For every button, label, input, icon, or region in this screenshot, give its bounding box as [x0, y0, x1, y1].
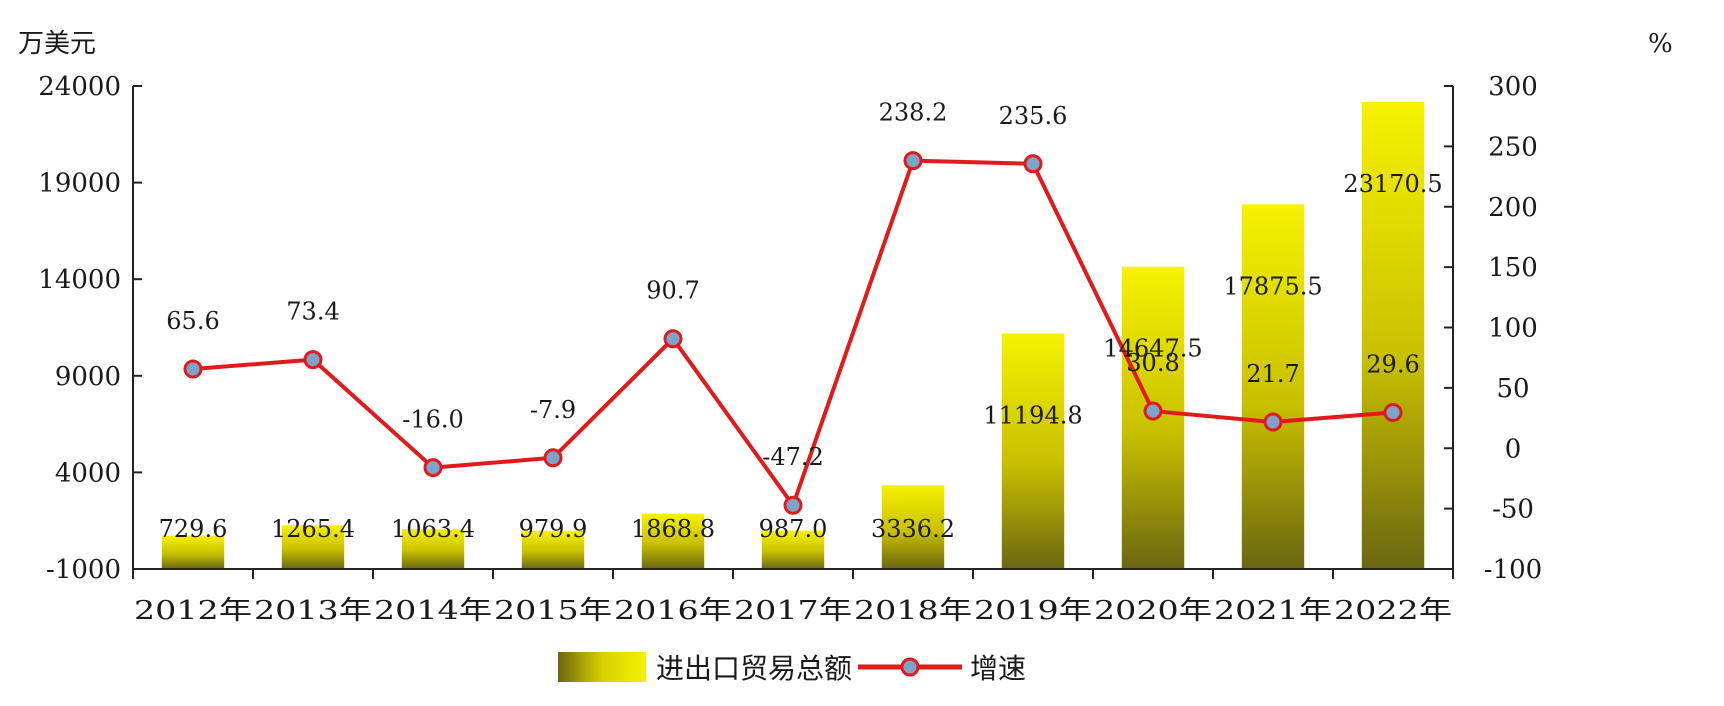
growth-value-label: 73.4	[286, 298, 339, 326]
growth-value-label: 21.7	[1246, 360, 1299, 388]
left-tick-label: 4000	[55, 458, 121, 488]
right-tick-label: 300	[1488, 72, 1538, 102]
bar-2013年	[281, 525, 345, 569]
bar-2015年	[521, 530, 585, 569]
growth-value-label: 90.7	[646, 277, 699, 305]
bar-value-label: 1265.4	[271, 515, 355, 543]
growth-value-label: 235.6	[999, 102, 1068, 130]
growth-value-label: 30.8	[1126, 349, 1179, 377]
x-tick-label: 2016年	[614, 596, 732, 626]
bar-value-label: 979.9	[519, 515, 588, 543]
right-tick-label: 50	[1496, 374, 1529, 404]
x-tick-label: 2013年	[254, 596, 372, 626]
legend-line-label: 增速	[970, 652, 1026, 685]
x-tick-label: 2018年	[854, 596, 972, 626]
line-series	[183, 151, 1403, 515]
right-tick-label: 150	[1488, 253, 1538, 283]
growth-point-2022年	[1383, 403, 1403, 423]
bar-value-label: 1063.4	[391, 515, 475, 543]
x-tick-label: 2019年	[974, 596, 1092, 626]
right-axis-ticks: 300 250 200 150 100 50 0 -50 -100	[1444, 72, 1542, 585]
growth-point-2020年	[1143, 401, 1163, 421]
growth-point-2013年	[303, 350, 323, 370]
left-tick-label: 24000	[38, 72, 121, 102]
bar-value-label: 11194.8	[983, 401, 1082, 429]
x-tick-label: 2015年	[494, 596, 612, 626]
x-tick-label: 2014年	[374, 596, 492, 626]
growth-value-label: 29.6	[1366, 351, 1419, 379]
line-data-labels: 65.6 73.4 -16.0 -7.9 90.7 -47.2 238.2 235.6 30.8…	[166, 99, 1419, 472]
bar-data-labels: 729.6 1265.4 1063.4 979.9 1868.8 987.0 3336.2 1…	[159, 170, 1443, 543]
bar-series	[161, 102, 1425, 570]
legend-bar-label: 进出口贸易总额	[656, 652, 852, 685]
bar-2017年	[761, 530, 825, 569]
bar-value-label: 729.6	[159, 515, 228, 543]
left-axis-ticks: 24000 19000 14000 9000 4000 -1000	[38, 72, 142, 585]
right-tick-label: 250	[1488, 132, 1538, 162]
left-tick-label: 19000	[38, 169, 121, 199]
growth-value-label: -16.0	[402, 406, 464, 434]
legend-line-marker	[900, 657, 920, 677]
growth-value-label: -47.2	[762, 443, 824, 471]
bar-value-label: 3336.2	[871, 515, 955, 543]
bar-value-label: 23170.5	[1343, 170, 1442, 198]
x-tick-label: 2017年	[734, 596, 852, 626]
growth-point-2017年	[783, 495, 803, 515]
growth-point-2019年	[1023, 154, 1043, 174]
right-tick-label: 0	[1505, 434, 1522, 464]
left-tick-label: 9000	[55, 362, 121, 392]
growth-point-2014年	[423, 458, 443, 478]
bar-2018年	[881, 485, 945, 569]
bar-2012年	[161, 535, 225, 569]
growth-point-2018年	[903, 151, 923, 171]
bar-2022年	[1361, 102, 1425, 569]
left-axis-unit: 万美元	[18, 29, 96, 59]
x-tick-label: 2012年	[134, 596, 252, 626]
bar-2021年	[1241, 204, 1305, 570]
bar-value-label: 14647.5	[1103, 335, 1202, 363]
legend: 进出口贸易总额 增速	[558, 652, 1026, 685]
x-axis-labels: 2012年 2013年 2014年 2015年 2016年 2017年 2018年 2019年…	[134, 596, 1452, 626]
growth-value-label: -7.9	[530, 396, 576, 424]
left-tick-label: -1000	[46, 555, 121, 585]
growth-point-2016年	[663, 329, 683, 349]
x-tick-label: 2020年	[1094, 596, 1212, 626]
legend-bar-swatch	[558, 652, 646, 682]
right-axis-unit: %	[1648, 29, 1673, 59]
bar-2014年	[401, 529, 465, 569]
growth-point-2015年	[543, 448, 563, 468]
bar-2016年	[641, 513, 705, 569]
right-tick-label: 100	[1488, 314, 1538, 344]
axes	[132, 86, 1454, 579]
bar-2019年	[1001, 333, 1065, 569]
right-tick-label: -100	[1484, 555, 1542, 585]
growth-point-2012年	[183, 359, 203, 379]
growth-value-label: 238.2	[879, 99, 948, 127]
right-tick-label: 200	[1488, 193, 1538, 223]
left-tick-label: 14000	[38, 265, 121, 295]
bar-value-label: 987.0	[759, 515, 828, 543]
x-tick-label: 2021年	[1214, 596, 1332, 626]
bar-value-label: 17875.5	[1223, 272, 1322, 300]
growth-value-label: 65.6	[166, 307, 219, 335]
x-tick-label: 2022年	[1334, 596, 1452, 626]
right-tick-label: -50	[1492, 495, 1534, 525]
bar-value-label: 1868.8	[631, 515, 715, 543]
growth-point-2021年	[1263, 412, 1283, 432]
